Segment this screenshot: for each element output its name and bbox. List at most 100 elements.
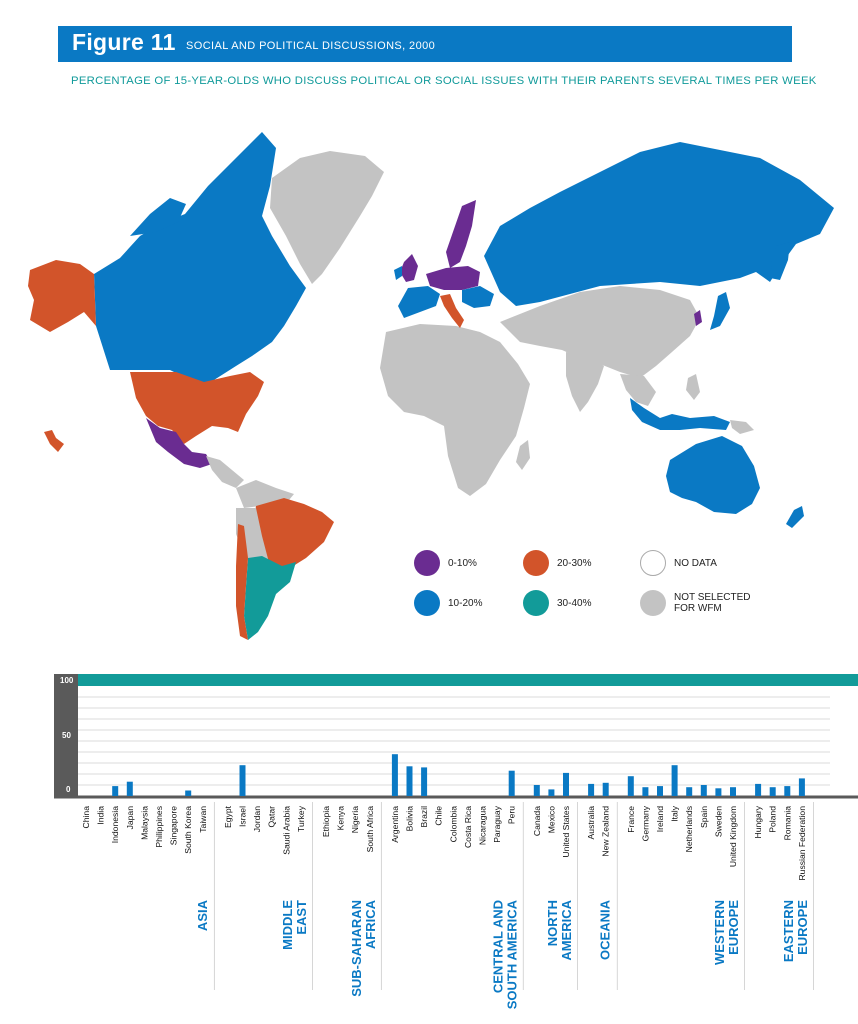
map-australia [666, 436, 760, 514]
x-tick-label: Australia [586, 806, 596, 840]
legend-swatch-10-20 [414, 590, 440, 616]
legend-swatch-30-40 [523, 590, 549, 616]
figure-banner: Figure 11 SOCIAL AND POLITICAL DISCUSSIO… [58, 26, 792, 62]
map-argentina [244, 556, 296, 640]
bar-netherlands [686, 787, 693, 796]
x-tick-label: Israel [238, 806, 248, 827]
x-tick-label: Bolivia [405, 806, 415, 832]
bar-romania [784, 786, 791, 796]
x-tick-label: Colombia [448, 806, 458, 843]
bar-chart: 100 50 0 China India Indonesia Japan Malaysi… [54, 674, 858, 1009]
region-labels: ASIA MIDDLEEAST SUB-SAHARANAFRICA CENTRAL A… [195, 899, 810, 1009]
legend-label-30-40: 30-40% [557, 597, 592, 609]
map-mexico [146, 418, 212, 468]
map-chile [236, 524, 248, 640]
legend-swatch-no-data [640, 550, 666, 576]
bar-france [627, 776, 634, 796]
bar-united-kingdom [730, 787, 736, 796]
chart-top-band [54, 674, 858, 686]
bar-israel [239, 765, 246, 796]
region-label: OCEANIA [598, 899, 613, 960]
x-tick-label: South Korea [183, 806, 193, 854]
map-kamchatka [770, 242, 790, 280]
map-western-europe [398, 286, 440, 318]
map-scandinavia [446, 200, 476, 268]
x-tick-label: France [626, 806, 636, 833]
x-tick-label: Nigeria [350, 806, 360, 833]
map-india [566, 352, 604, 412]
bar-argentina [391, 754, 398, 796]
bar-russian-federation [798, 778, 805, 796]
x-tick-label: Kenya [336, 806, 346, 831]
x-tick-label: Qatar [267, 806, 277, 828]
region-label: ASIA [195, 899, 210, 931]
bar-brazil [421, 767, 428, 796]
group-separators [213, 802, 814, 990]
map-indonesia [630, 398, 730, 430]
bar-mexico [548, 789, 555, 796]
legend-label-20-30: 20-30% [557, 557, 592, 569]
map-italy [440, 294, 464, 328]
x-tick-label: India [96, 806, 106, 825]
legend-item-30-40: 30-40% [523, 590, 591, 616]
x-tick-label: Egypt [223, 805, 233, 828]
map-japan [710, 292, 730, 330]
legend-label-10-20: 10-20% [448, 597, 483, 609]
region-label: SUB-SAHARANAFRICA [349, 899, 378, 996]
legend-label-not-selected: NOT SELECTED FOR WFM [674, 592, 751, 614]
figure-subtitle: PERCENTAGE OF 15-YEAR-OLDS WHO DISCUSS P… [71, 75, 817, 87]
x-tick-label: Singapore [169, 806, 179, 845]
figure-title: SOCIAL AND POLITICAL DISCUSSIONS, 2000 [186, 40, 436, 52]
x-tick-label: Poland [768, 806, 778, 833]
map-canada-arctic [130, 198, 186, 236]
bar-new-zealand [602, 782, 609, 796]
map-brazil [252, 498, 334, 582]
y-tick-100: 100 [60, 676, 74, 685]
legend-item-20-30: 20-30% [523, 550, 591, 576]
legend-item-0-10: 0-10% [414, 550, 477, 576]
bar-australia [588, 783, 595, 796]
x-tick-label: Netherlands [684, 806, 694, 852]
legend-swatch-0-10 [414, 550, 440, 576]
x-tick-label: New Zealand [601, 806, 611, 857]
x-tick-label: China [81, 806, 91, 829]
map-central-europe [426, 266, 480, 290]
bar-indonesia [112, 786, 119, 796]
map-eastern-europe [462, 286, 494, 308]
bar-united-states [563, 772, 569, 796]
x-tick-label: Canada [532, 806, 542, 836]
x-tick-label: Nicaragua [478, 806, 488, 845]
x-tick-label: Italy [670, 805, 680, 821]
bar-south-korea [185, 790, 192, 796]
map-papua [730, 420, 754, 434]
x-tick-label: Mexico [546, 806, 556, 833]
legend-swatch-20-30 [523, 550, 549, 576]
map-central-america [206, 456, 244, 488]
x-tick-label: Chile [434, 806, 444, 826]
legend-item-not-selected: NOT SELECTED FOR WFM [640, 590, 752, 616]
map-africa [380, 324, 530, 496]
x-tick-label: Spain [699, 806, 709, 828]
x-tick-label: Sweden [713, 806, 723, 837]
map-asia [500, 286, 700, 378]
x-tick-label: Japan [125, 806, 135, 830]
x-tick-label: United Kingdom [728, 806, 738, 867]
x-tick-label: Ireland [655, 806, 665, 832]
y-axis-band [54, 674, 78, 798]
region-label: EASTERNEUROPE [781, 900, 810, 962]
map-new-zealand [786, 506, 804, 528]
map-russia [484, 142, 834, 306]
y-tick-50: 50 [62, 731, 71, 740]
legend-swatch-not-selected [640, 590, 666, 616]
x-tick-label: Ethiopia [321, 806, 331, 837]
bar-germany [642, 787, 649, 796]
y-tick-0: 0 [66, 785, 71, 794]
bar-peru [508, 770, 515, 796]
bar-japan [126, 781, 133, 796]
legend-label-0-10: 0-10% [448, 557, 477, 569]
x-tick-label: Indonesia [110, 806, 120, 843]
map-philippines [686, 374, 700, 400]
bar-sweden [715, 788, 722, 796]
bar-hungary [755, 783, 762, 796]
x-tick-label: Argentina [390, 806, 400, 843]
